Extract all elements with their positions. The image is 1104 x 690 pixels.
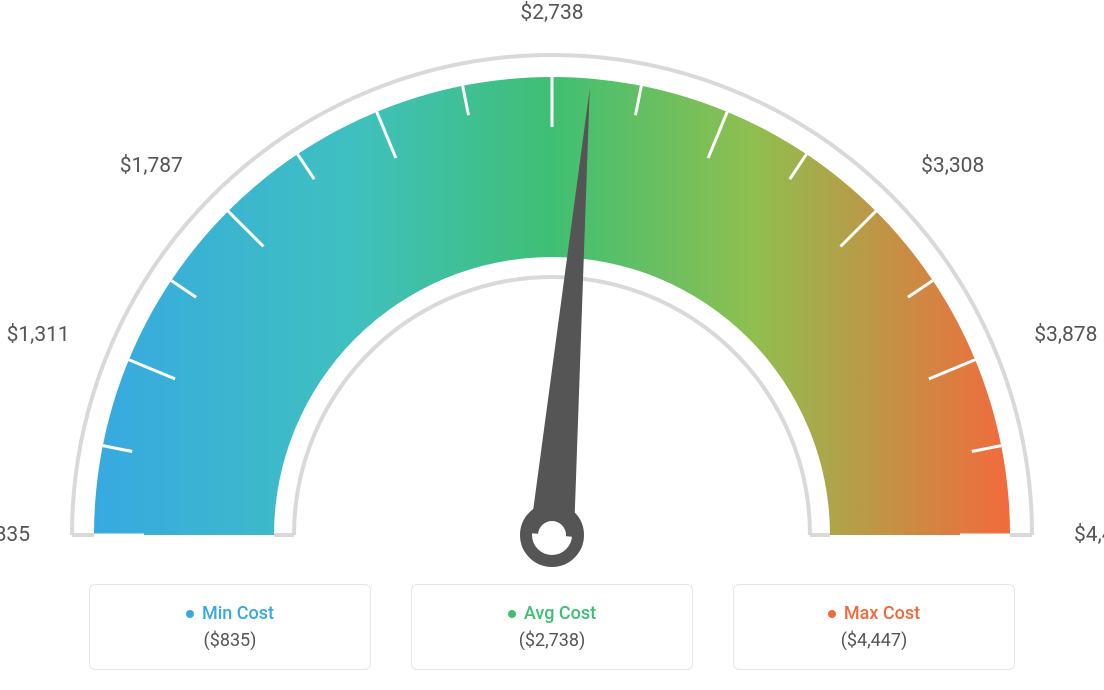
gauge-chart-container: $835 $1,311 $1,787 $2,738 $3,308 $3,878 $4,447… bbox=[0, 0, 1104, 690]
legend-dot-icon bbox=[828, 610, 836, 618]
tick-label: $835 bbox=[0, 523, 30, 547]
legend-dot-icon bbox=[186, 610, 194, 618]
needle-hub-inner bbox=[538, 521, 566, 549]
tick-label: $4,447 bbox=[1074, 523, 1104, 547]
tick-label: $3,308 bbox=[921, 154, 984, 178]
legend-card-1: Avg Cost ($2,738) bbox=[411, 584, 693, 670]
legend-title-text: Min Cost bbox=[202, 603, 274, 624]
tick-label: $3,878 bbox=[1034, 323, 1097, 347]
tick-label: $1,311 bbox=[7, 323, 70, 347]
legend-row: Min Cost ($835) Avg Cost ($2,738) Max Cost ($… bbox=[0, 584, 1104, 670]
legend-value: ($835) bbox=[204, 630, 257, 651]
legend-title: Min Cost bbox=[186, 603, 274, 624]
legend-title-text: Avg Cost bbox=[524, 603, 596, 624]
tick-label: $2,738 bbox=[520, 1, 583, 25]
legend-value: ($4,447) bbox=[841, 630, 908, 651]
legend-title: Max Cost bbox=[828, 603, 920, 624]
legend-value: ($2,738) bbox=[519, 630, 586, 651]
legend-title-text: Max Cost bbox=[844, 603, 920, 624]
legend-title: Avg Cost bbox=[508, 603, 596, 624]
legend-card-0: Min Cost ($835) bbox=[89, 584, 371, 670]
tick-label: $1,787 bbox=[120, 154, 183, 178]
gauge-svg: $835 $1,311 $1,787 $2,738 $3,308 $3,878 $4,447 bbox=[0, 0, 1104, 580]
legend-card-2: Max Cost ($4,447) bbox=[733, 584, 1015, 670]
legend-dot-icon bbox=[508, 610, 516, 618]
